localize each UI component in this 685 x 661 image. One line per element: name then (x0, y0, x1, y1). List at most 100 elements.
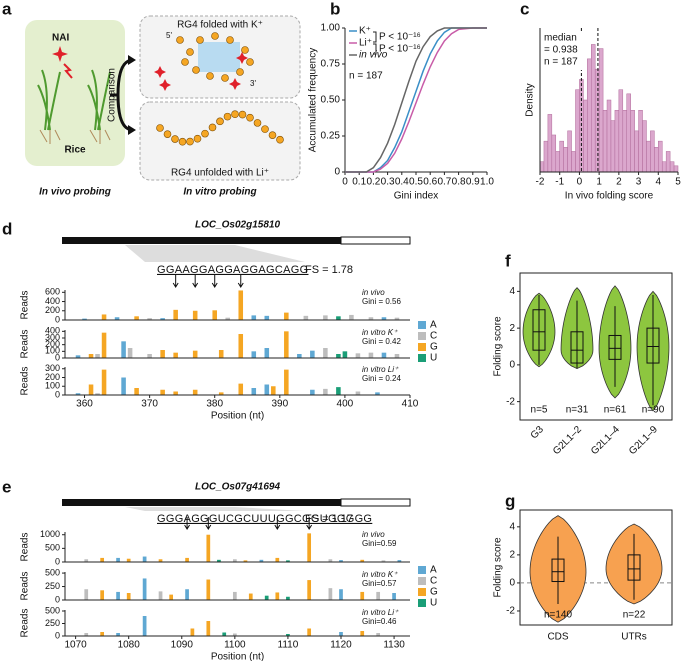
folding-score: FS = 1.78 (305, 264, 353, 276)
x-tick-label: 1120 (330, 640, 352, 651)
read-bar (222, 632, 227, 636)
legend-swatch (418, 577, 426, 585)
read-bar (101, 314, 107, 320)
x-tick-label: G3 (529, 424, 547, 442)
read-bar (127, 348, 133, 358)
histogram-bar (661, 161, 667, 173)
arrow (306, 517, 313, 530)
histogram-bar (591, 44, 596, 173)
y-tick-label: 400 (45, 326, 60, 336)
histogram-bar (559, 140, 564, 173)
legend-label: G (430, 587, 438, 598)
read-bar (339, 560, 343, 562)
n-label: n=90 (642, 405, 665, 416)
axes (64, 532, 410, 563)
label: In vitro probing (183, 187, 256, 198)
histogram-bar (673, 165, 679, 173)
x-tick-label: CDS (547, 632, 568, 643)
y-tick-label: 0 (55, 630, 60, 640)
y-tick-label: -2 (506, 396, 515, 407)
read-bar (75, 393, 81, 395)
x-tick-label: 3 (636, 177, 642, 188)
panel-label: b (330, 0, 340, 18)
y-tick-label: 1.00 (321, 23, 341, 34)
read-bar (217, 559, 221, 562)
read-bar (264, 315, 270, 320)
annotation: = 0.938 (544, 45, 578, 56)
read-bar (206, 621, 211, 636)
read-bar (84, 559, 89, 562)
read-bar (192, 350, 198, 358)
x-tick-label: 1 (596, 177, 602, 188)
histogram-bar (646, 140, 651, 173)
read-bar (160, 350, 165, 358)
read-bar (84, 589, 89, 600)
read-bar (264, 595, 269, 600)
read-bar (192, 310, 198, 320)
nucleotide (223, 112, 232, 121)
read-bar (336, 354, 341, 358)
read-bar (328, 588, 333, 600)
panel-label: a (2, 0, 12, 18)
arrow (192, 275, 199, 288)
y-tick-label: 250 (45, 618, 60, 628)
histogram-bar (575, 89, 580, 173)
axes (64, 572, 410, 601)
read-bar (243, 560, 248, 562)
histogram-bar (551, 134, 557, 173)
read-bar (284, 331, 289, 358)
read-bar (284, 369, 289, 395)
nucleotide (276, 135, 284, 144)
axes (64, 290, 410, 321)
x-tick-label: G2L1–9 (627, 424, 660, 457)
y-axis-label: Accumulated frequency (308, 48, 319, 153)
box (532, 309, 546, 351)
read-bar (126, 593, 131, 600)
x-tick-label: UTRs (621, 632, 647, 643)
gene-body (62, 499, 341, 506)
read-bar (355, 353, 361, 358)
x-tick-label: 380 (206, 399, 223, 410)
nucleotide (181, 58, 189, 66)
legend-swatch (418, 321, 426, 329)
read-bar (284, 312, 289, 320)
legend-swatch (418, 343, 426, 351)
x-tick-label: 1130 (383, 640, 405, 651)
histogram-bar (567, 130, 572, 173)
roots (39, 129, 111, 144)
y-tick-label: 100 (45, 346, 60, 356)
read-bar (336, 387, 341, 395)
histogram-bar (669, 161, 675, 173)
y-axis-label: Reads (20, 572, 31, 601)
nucleotide (171, 135, 179, 143)
x-tick-label: 1110 (278, 640, 299, 651)
read-bar (173, 309, 178, 320)
track-label: in vitro K⁺ (362, 328, 398, 337)
histogram-bar (658, 140, 663, 173)
arrow (205, 517, 212, 530)
n-label: n=61 (604, 405, 627, 416)
nucleotide (253, 119, 262, 127)
n-label: n=31 (566, 405, 589, 416)
arrow (184, 517, 191, 530)
y-tick-label: -2 (506, 606, 515, 617)
nucleotide (186, 137, 194, 146)
nucleotide (268, 131, 277, 139)
nucleotide (231, 110, 239, 118)
y-tick-label: 500 (45, 605, 60, 615)
histogram-bar (539, 161, 545, 173)
read-bar (323, 388, 328, 395)
read-bar (297, 354, 302, 358)
annotation: n = 187 (349, 71, 383, 82)
y-tick-label: 250 (45, 581, 60, 591)
legend-label: C (430, 331, 437, 342)
sequence: GGGAGGGUCGCUUUGGCGGUGGGGG (157, 513, 372, 525)
gene-name: LOC_Os07g41694 (195, 482, 280, 493)
read-bar (342, 351, 348, 358)
histogram-bar (563, 147, 568, 173)
read-bar (116, 557, 120, 562)
x-tick-label: -1 (555, 177, 564, 188)
read-bar (232, 633, 237, 636)
y-axis-label: Folding score (493, 316, 504, 376)
